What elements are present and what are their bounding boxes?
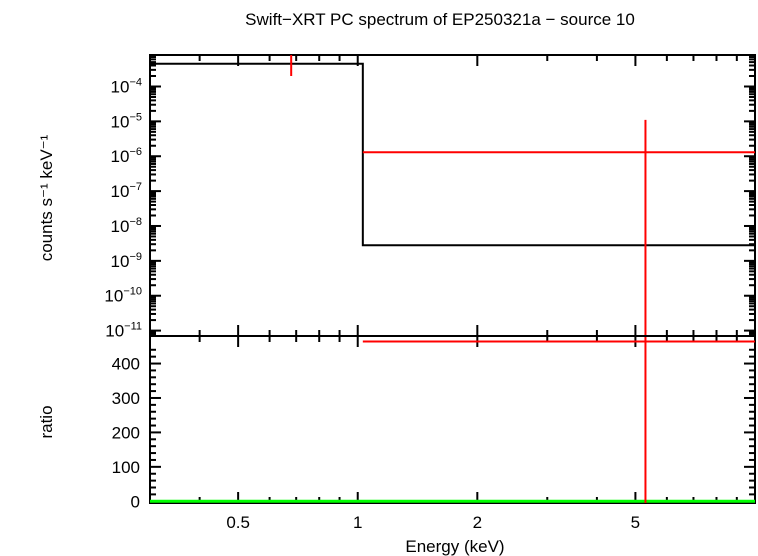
y-tick-label: 10−4 bbox=[111, 76, 142, 96]
y-tick-base: 10 bbox=[111, 217, 130, 236]
y-tick-label: 10−10 bbox=[104, 286, 142, 306]
y-tick-label: 300 bbox=[112, 389, 140, 408]
y-tick-base: 10 bbox=[111, 182, 130, 201]
x-tick-label: 0.5 bbox=[226, 513, 250, 532]
y-tick-label: 10−8 bbox=[111, 216, 142, 236]
y-axis-label-ratio: ratio bbox=[37, 405, 56, 438]
y-tick-label: 0 bbox=[131, 492, 140, 511]
y-tick-label: 10−7 bbox=[111, 181, 142, 201]
x-tick-label: 5 bbox=[631, 513, 640, 532]
spectrum-data-point bbox=[362, 119, 755, 336]
spectrum-panel: 10−410−510−610−710−810−910−1010−11counts… bbox=[37, 54, 756, 341]
y-tick-base: 10 bbox=[111, 77, 130, 96]
y-tick-exponent: −5 bbox=[129, 111, 142, 123]
y-tick-exponent: −7 bbox=[129, 181, 142, 193]
ratio-panel: 0 100 200 300 400 ratio bbox=[37, 335, 756, 511]
y-tick-label: 10−5 bbox=[111, 111, 142, 131]
y-tick-base: 10 bbox=[111, 252, 130, 271]
y-tick-exponent: −4 bbox=[129, 76, 142, 88]
ratio-data-point bbox=[362, 336, 755, 503]
y-tick-label: 200 bbox=[112, 423, 140, 442]
y-tick-base: 10 bbox=[111, 147, 130, 166]
y-tick-label: 400 bbox=[112, 355, 140, 374]
y-tick-label: 10−11 bbox=[105, 321, 142, 341]
y-tick-label: 10−6 bbox=[111, 146, 142, 166]
x-tick-label: 1 bbox=[353, 513, 362, 532]
y-tick-exponent: −10 bbox=[123, 286, 142, 298]
x-axis-label: Energy (keV) bbox=[405, 537, 504, 556]
y-tick-base: 10 bbox=[105, 322, 124, 341]
x-tick-label: 2 bbox=[473, 513, 482, 532]
y-tick-label: 10−9 bbox=[111, 251, 142, 271]
y-tick-exponent: −8 bbox=[129, 216, 142, 228]
model-step-line bbox=[150, 62, 755, 247]
y-axis-label-spectrum: counts s⁻¹ keV⁻¹ bbox=[37, 134, 56, 261]
spectrum-frame bbox=[149, 54, 756, 337]
y-tick-exponent: −9 bbox=[129, 251, 142, 263]
y-tick-label: 100 bbox=[112, 458, 140, 477]
y-tick-exponent: −11 bbox=[124, 321, 142, 333]
chart-title: Swift−XRT PC spectrum of EP250321a − sou… bbox=[245, 10, 635, 29]
ratio-frame bbox=[149, 335, 756, 504]
y-tick-base: 10 bbox=[111, 112, 130, 131]
y-tick-base: 10 bbox=[104, 287, 123, 306]
y-tick-exponent: −6 bbox=[129, 146, 142, 158]
